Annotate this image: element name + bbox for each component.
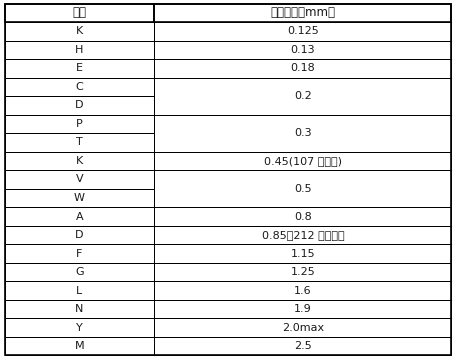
Bar [5,281,154,300]
Bar [154,281,450,300]
Bar [154,78,450,115]
Text: 代码: 代码 [72,6,86,19]
Bar [154,4,450,22]
Bar [154,152,450,170]
Bar [154,300,450,318]
Text: K: K [76,26,83,36]
Text: P: P [76,119,83,129]
Bar [5,96,154,115]
Bar [154,170,450,207]
Bar [5,152,154,170]
Bar [5,318,154,337]
Text: T: T [76,137,83,148]
Text: C: C [76,82,83,92]
Bar [154,337,450,355]
Bar [154,22,450,41]
Text: 0.3: 0.3 [293,128,311,138]
Bar [154,115,450,152]
Text: 1.9: 1.9 [293,304,311,314]
Text: 0.8: 0.8 [293,211,311,222]
Bar [154,263,450,281]
Text: 1.6: 1.6 [293,286,311,295]
Bar [5,41,154,59]
Text: 0.2: 0.2 [293,91,311,101]
Text: 0.125: 0.125 [286,26,318,36]
Text: 0.45(107 型以上): 0.45(107 型以上) [263,156,341,166]
Text: 0.18: 0.18 [290,64,314,73]
Text: 2.5: 2.5 [293,341,311,351]
Text: D: D [75,230,83,240]
Text: F: F [76,248,82,258]
Bar [5,207,154,226]
Text: 0.85（212 型以上）: 0.85（212 型以上） [261,230,344,240]
Bar [5,170,154,189]
Bar [5,263,154,281]
Bar [5,133,154,152]
Bar [5,22,154,41]
Text: 产品厚度（mm）: 产品厚度（mm） [270,6,334,19]
Text: 1.15: 1.15 [290,248,314,258]
Bar [5,244,154,263]
Bar [154,59,450,78]
Text: 0.13: 0.13 [290,45,314,55]
Text: H: H [75,45,83,55]
Bar [154,207,450,226]
Bar [154,41,450,59]
Text: D: D [75,101,83,111]
Text: L: L [76,286,82,295]
Bar [5,337,154,355]
Text: Y: Y [76,323,83,333]
Text: 1.25: 1.25 [290,267,314,277]
Bar [5,78,154,96]
Text: W: W [74,193,85,203]
Bar [154,244,450,263]
Bar [5,59,154,78]
Bar [5,300,154,318]
Text: V: V [76,174,83,185]
Bar [154,226,450,244]
Bar [5,226,154,244]
Text: 0.5: 0.5 [293,184,311,194]
Bar [5,189,154,207]
Text: E: E [76,64,83,73]
Bar [5,4,154,22]
Text: G: G [75,267,84,277]
Text: K: K [76,156,83,166]
Text: M: M [75,341,84,351]
Bar [154,318,450,337]
Text: N: N [75,304,83,314]
Bar [5,115,154,133]
Text: 2.0max: 2.0max [281,323,323,333]
Text: A: A [76,211,83,222]
